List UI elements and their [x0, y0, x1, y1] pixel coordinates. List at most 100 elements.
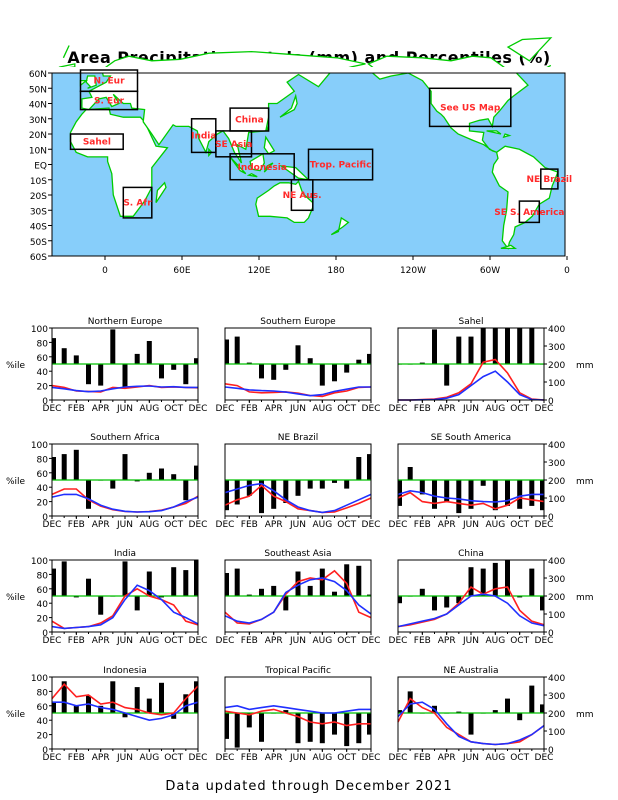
observed-series-line	[224, 708, 371, 727]
percentile-bar	[146, 571, 152, 596]
month-tick-label: DEC	[216, 404, 235, 414]
month-tick-label: APR	[92, 636, 110, 646]
month-tick-label: AUG	[139, 404, 159, 414]
percentile-bar	[246, 480, 252, 496]
panel-grid: Northern Europe DEC FEB APR JUN AUG OCT DEC 0 20 4…	[6, 317, 594, 763]
land-mass	[500, 244, 518, 250]
month-tick-label: OCT	[337, 520, 356, 530]
region-box	[518, 200, 541, 224]
month-tick-label: DEC	[389, 753, 408, 763]
percentile-bar	[367, 353, 371, 364]
pct-tick-label: 100	[31, 674, 48, 684]
chart-panel: NE Brazil DEC FEB APR JUN AUG OCT DEC	[216, 433, 381, 530]
month-tick-label: FEB	[414, 753, 431, 763]
percentile-bar	[171, 713, 177, 719]
percentile-bar	[307, 358, 313, 364]
percentile-bar	[61, 561, 67, 596]
percentile-bar	[234, 713, 240, 748]
region-box	[229, 153, 295, 181]
percentile-bar	[146, 341, 152, 364]
mm-tick-label: 400	[548, 325, 565, 335]
month-tick-label: DEC	[43, 404, 62, 414]
percentile-bar	[307, 585, 313, 596]
percentile-bar	[505, 560, 510, 596]
percentile-bar	[356, 359, 362, 364]
percentile-bar	[540, 596, 544, 611]
pct-axis-label: %ile	[6, 593, 26, 603]
lat-tick-label: 40N	[29, 101, 47, 111]
mm-tick-label: 400	[548, 441, 565, 451]
percentile-bar	[86, 364, 91, 385]
percentile-bar	[194, 560, 198, 596]
percentile-bar	[517, 596, 523, 598]
percentile-bar	[194, 465, 198, 480]
month-tick-label: APR	[438, 404, 456, 414]
percentile-bar	[283, 480, 289, 503]
panel-title: India	[114, 549, 136, 559]
month-tick-label: FEB	[414, 636, 431, 646]
percentile-bar	[146, 698, 152, 713]
percentile-bar	[271, 585, 277, 596]
percentile-bar	[110, 681, 116, 713]
pct-tick-label: 0	[42, 629, 48, 639]
panel-title: Tropical Pacific	[264, 666, 331, 676]
region-label: NE Aus.	[283, 191, 322, 201]
month-tick-label: OCT	[510, 636, 529, 646]
normal-series-line	[51, 584, 199, 630]
percentile-bar	[407, 691, 413, 713]
month-tick-label: JUN	[289, 636, 306, 646]
percentile-bar	[283, 596, 289, 611]
panel-title: NE Brazil	[278, 433, 318, 443]
percentile-bar	[529, 328, 535, 364]
percentile-bar	[505, 328, 510, 364]
percentile-bar	[529, 568, 535, 596]
percentile-bar	[122, 561, 128, 596]
observed-series-line	[397, 585, 545, 628]
month-tick-label: JUN	[116, 404, 133, 414]
lon-tick-label: 0	[564, 266, 570, 276]
month-tick-label: JUN	[116, 636, 133, 646]
percentile-bar	[259, 364, 264, 379]
lat-tick-label: 10S	[30, 177, 47, 187]
percentile-bar	[271, 480, 277, 509]
mm-axis-label: mm	[576, 710, 594, 720]
percentile-bar	[86, 578, 91, 596]
observed-series-line	[224, 484, 372, 514]
percentile-bar	[492, 328, 498, 364]
percentile-bar	[307, 713, 313, 742]
pct-tick-label: 20	[37, 499, 49, 509]
pct-tick-label: 80	[37, 455, 49, 465]
pct-tick-label: 100	[31, 325, 48, 335]
mm-tick-label: 0	[548, 746, 554, 756]
percentile-bar	[492, 562, 498, 596]
percentile-bar	[332, 591, 337, 596]
percentile-bar	[183, 364, 189, 385]
percentile-bar	[407, 467, 413, 480]
percentile-bar	[61, 348, 67, 364]
lat-tick-label: EQ	[34, 162, 47, 172]
percentile-bar	[398, 710, 402, 713]
percentile-bar	[234, 336, 240, 364]
region-label: S. Eur	[94, 96, 125, 106]
percentile-bar	[456, 336, 462, 364]
percentile-bar	[505, 698, 510, 713]
mm-tick-label: 300	[548, 343, 565, 353]
observed-series-line	[397, 491, 545, 510]
panel-title: China	[458, 549, 484, 559]
month-tick-label: APR	[265, 636, 283, 646]
month-tick-label: JUN	[462, 753, 479, 763]
panel-title: Northern Europe	[88, 317, 163, 327]
land-mass	[246, 172, 258, 178]
month-tick-label: DEC	[535, 636, 554, 646]
panel-title: NE Australia	[443, 666, 498, 676]
pct-tick-label: 60	[37, 470, 49, 480]
month-tick-label: FEB	[68, 404, 85, 414]
pct-tick-label: 60	[37, 586, 49, 596]
region-label: N. Eur	[93, 77, 125, 87]
percentile-bar	[171, 364, 177, 370]
region-box	[79, 90, 139, 111]
region-box	[428, 87, 512, 128]
percentile-bar	[344, 364, 350, 373]
percentile-bar	[146, 472, 152, 480]
month-tick-label: DEC	[43, 520, 62, 530]
